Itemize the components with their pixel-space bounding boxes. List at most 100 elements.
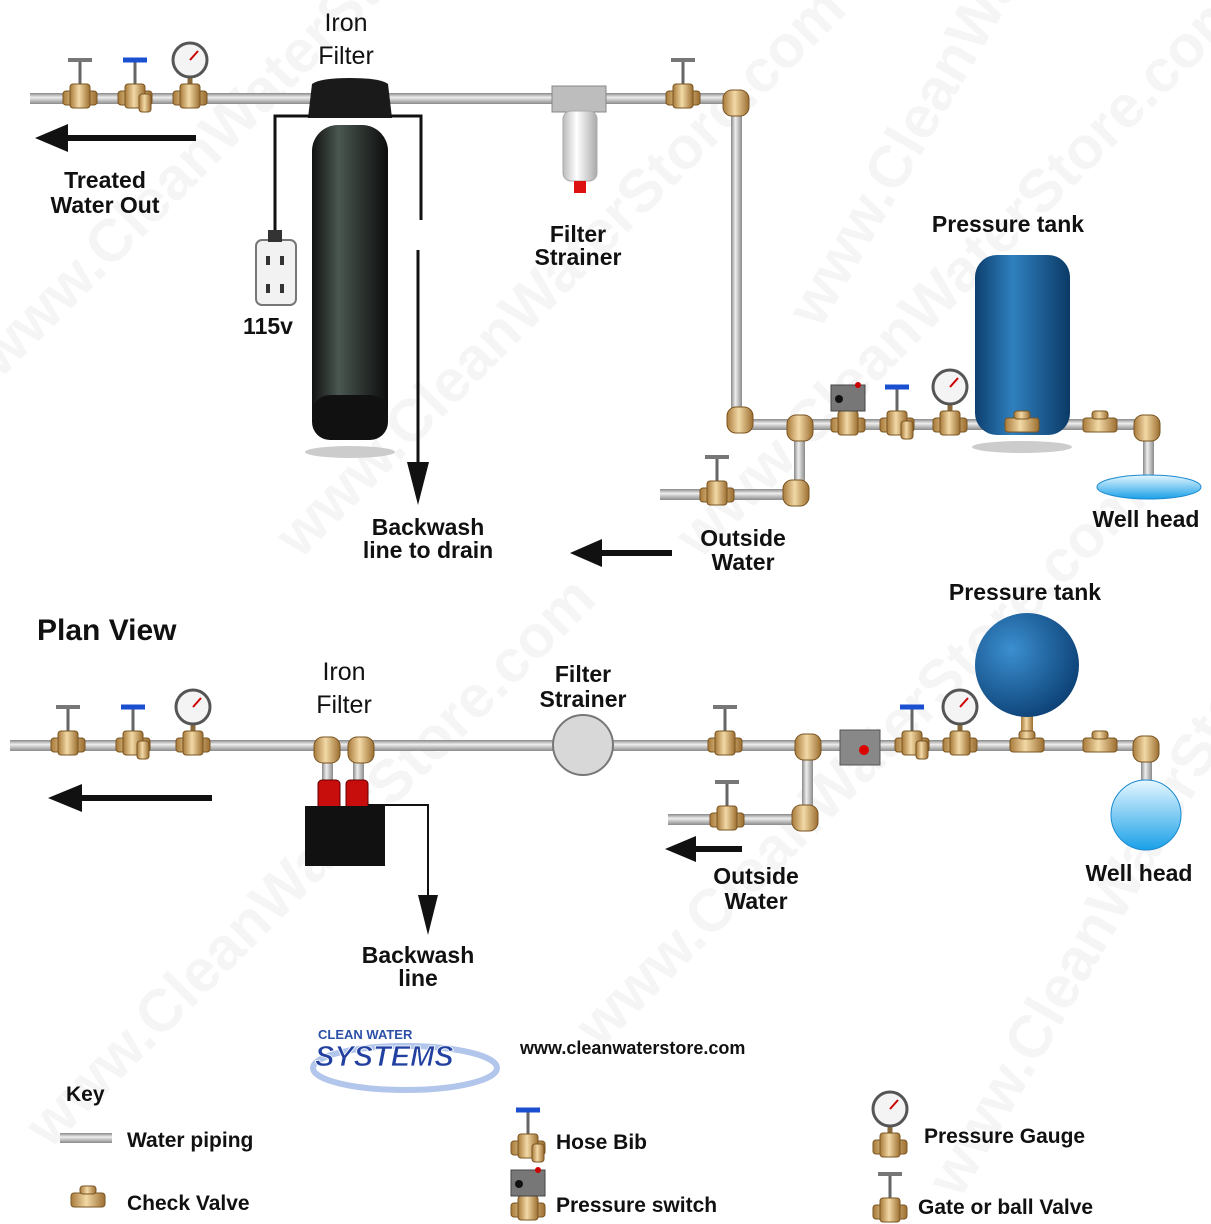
label: Water [711,549,774,575]
key-hose-bib [511,1110,545,1162]
key-item: Water piping [127,1129,253,1152]
key: Key Water piping Check Valve Hose Bib Pr… [60,1083,1093,1222]
label: Backwash [362,942,475,968]
shadow [972,441,1072,453]
label: Strainer [535,244,622,270]
key-pressure-gauge [873,1092,907,1157]
strainer-valve [574,181,586,193]
label: Filter [318,42,374,70]
label: line [398,965,438,991]
label: Filter [316,691,372,719]
label: Water Out [50,192,159,218]
key-gate-valve [873,1174,907,1222]
hose-bib [880,387,914,439]
gate-valve [666,60,700,108]
filter-tank [312,125,388,440]
well-head [1110,779,1182,851]
logo-text: SYSTEMS [315,1041,454,1073]
tee [794,733,822,761]
filter-strainer [552,714,614,776]
label: Filter [550,221,606,247]
elbow [726,406,754,434]
drain-line [390,114,423,220]
arrow [407,462,429,505]
label: Outside [700,525,786,551]
elbow [1133,414,1161,442]
gate-valve [710,782,744,830]
label: Filter [555,661,611,687]
check-valve [1082,410,1118,433]
hose-bib [116,707,150,759]
label: Treated [64,167,146,193]
plug [268,230,282,242]
pipe [731,100,742,422]
gate-valve [708,707,742,755]
label: Strainer [540,686,627,712]
arrow [418,895,438,935]
url: www.cleanwaterstore.com [519,1038,745,1058]
elbow [313,736,341,764]
elbow [722,89,750,117]
drain-line [368,804,429,900]
check-valve [1082,730,1118,753]
elbow [347,736,375,764]
key-item: Hose Bib [556,1131,647,1154]
pipe [802,746,813,820]
arrow [48,784,82,812]
key-item: Pressure switch [556,1194,717,1217]
gate-valve [63,60,97,108]
pipe [1143,425,1154,483]
elbow [782,479,810,507]
tee [786,414,814,442]
arrow [570,539,602,567]
pressure-gauge [176,690,210,755]
pipe [353,746,364,786]
strainer-head [551,85,607,113]
outlet [255,239,297,306]
well-head [1096,474,1202,500]
tee [1009,730,1045,753]
key-check-valve [70,1185,106,1208]
filter-head [305,806,385,866]
hose-bib [118,60,152,112]
shadow [305,446,395,458]
label: Water [724,888,787,914]
key-item: Gate or ball Valve [918,1196,1093,1219]
strainer-bowl [562,110,598,182]
arrow [665,836,696,862]
elbow [791,804,819,832]
label: Iron [322,658,365,686]
label: line to drain [363,537,493,563]
logo-text: CLEAN WATER [318,1027,413,1042]
key-title: Key [66,1083,105,1106]
filter-head [308,78,392,118]
label: Pressure tank [949,579,1101,605]
elbow [1132,735,1160,763]
elevation: Iron Filter Treated Water Out 115v Filte… [30,9,1202,575]
label: Backwash [372,514,485,540]
power-cord [273,114,310,232]
plan-view: Plan View Iron Filter Filter Strainer Pr… [10,579,1192,991]
key-pipe [60,1133,112,1143]
label: Iron [324,9,367,37]
gate-valve [51,707,85,755]
pressure-switch [831,382,865,435]
pipe [794,425,805,495]
label: Outside [713,863,799,889]
arrow [35,124,68,152]
label: Well head [1086,860,1193,886]
pressure-gauge [943,690,977,755]
filter-base [312,395,388,440]
pressure-gauge [933,370,967,435]
label: 115v [243,313,293,339]
key-pressure-switch [511,1167,545,1220]
pressure-switch [839,729,881,766]
pressure-tank [975,255,1070,435]
pressure-tank [975,613,1079,717]
pressure-gauge [173,43,207,108]
pipe [1141,746,1152,792]
label: Pressure tank [932,211,1084,237]
key-item: Check Valve [127,1192,250,1215]
logo: CLEAN WATER SYSTEMS www.cleanwaterstore.… [310,1027,745,1093]
